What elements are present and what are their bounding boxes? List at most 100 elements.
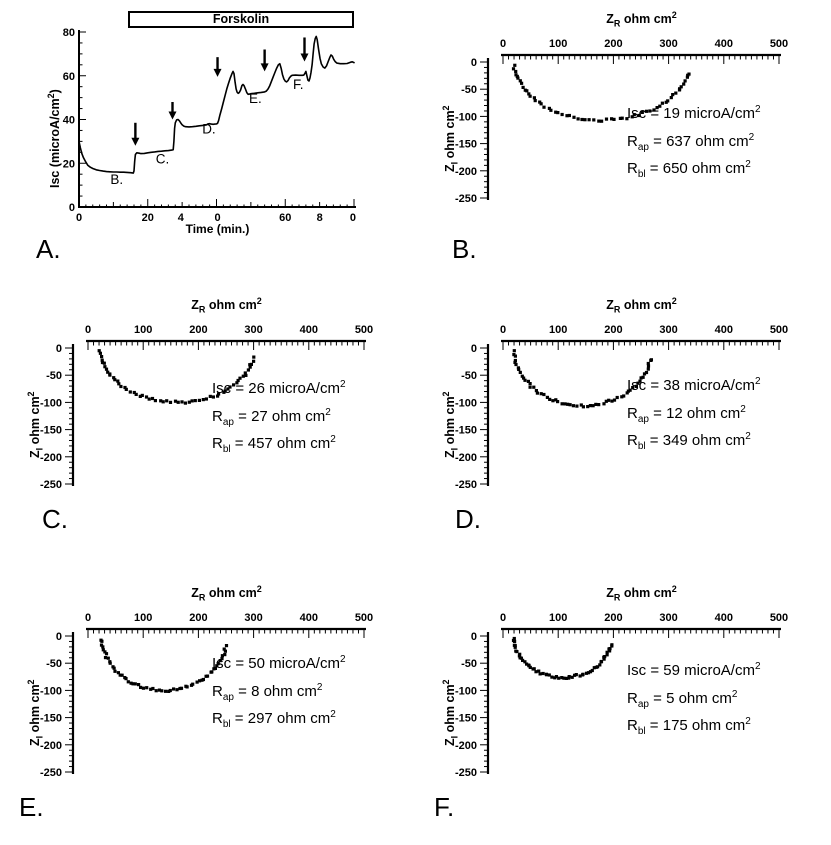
- data-point: [567, 113, 571, 118]
- data-point: [513, 354, 517, 358]
- data-point: [535, 391, 539, 395]
- y-tick-label: -150: [455, 425, 477, 437]
- data-point: [528, 94, 532, 98]
- y-tick-label: -250: [455, 193, 477, 205]
- isc-readout: Isc = 26 microA/cm2: [212, 379, 346, 397]
- data-point: [618, 116, 622, 120]
- data-point: [185, 685, 189, 689]
- data-point: [201, 398, 205, 402]
- data-point: [144, 395, 149, 399]
- data-point: [101, 645, 105, 649]
- x-tick-label: 0: [500, 612, 506, 624]
- panel-d-impedance-readouts: Isc = 38 microA/cm2 Rap = 12 ohm cm2 Rbl…: [627, 376, 761, 459]
- x-tick-label: 60: [279, 212, 291, 224]
- panel-c-x-axis-title: ZR ohm cm2: [191, 296, 262, 315]
- data-point: [520, 81, 524, 85]
- data-point: [175, 688, 179, 692]
- data-point: [574, 673, 578, 677]
- panel-f-letter: F.: [434, 792, 455, 822]
- rap-readout: Rap = 27 ohm cm2: [212, 406, 331, 428]
- data-point: [562, 676, 566, 680]
- data-point: [554, 398, 558, 402]
- data-point: [224, 644, 229, 648]
- x-tick-label: 400: [300, 324, 318, 336]
- data-point: [124, 677, 128, 681]
- data-point: [648, 109, 652, 113]
- data-point: [131, 682, 135, 686]
- data-point: [547, 106, 551, 110]
- data-point: [630, 115, 634, 119]
- curve-point-label: F.: [293, 77, 304, 92]
- data-point: [222, 647, 226, 651]
- data-point: [137, 683, 141, 687]
- data-point: [190, 399, 194, 403]
- y-tick-label: -150: [40, 425, 62, 437]
- data-point: [252, 359, 256, 363]
- data-point: [218, 659, 222, 663]
- data-point: [108, 373, 112, 377]
- data-point: [195, 680, 199, 684]
- data-point: [625, 391, 629, 395]
- data-point: [106, 370, 110, 374]
- panel-c-plot: 0 100 200 300 400 500 0 -50 -100 -150 -200 -250: [40, 324, 373, 491]
- data-point: [687, 72, 691, 76]
- data-point: [560, 402, 564, 406]
- data-point: [138, 394, 142, 398]
- data-point: [581, 672, 585, 676]
- data-point: [228, 385, 232, 389]
- data-point: [610, 117, 614, 121]
- data-point: [532, 667, 536, 671]
- forskolin-treatment-bar: Forskolin: [128, 11, 354, 28]
- panel-b-impedance-readouts: Isc = 19 microA/cm2 Rap = 637 ohm cm2 Rb…: [627, 104, 761, 187]
- x-tick-label: 500: [355, 324, 373, 336]
- data-point: [521, 85, 525, 89]
- data-point: [518, 370, 522, 374]
- data-point: [106, 656, 110, 660]
- panel-d: 0 100 200 300 400 500 0 -50 -100 -150 -200 -250 ZR …: [415, 286, 831, 544]
- data-point: [513, 645, 517, 649]
- data-point: [645, 109, 649, 113]
- x-tick-label: 100: [134, 612, 152, 624]
- data-point: [564, 676, 568, 680]
- data-point: [172, 687, 176, 691]
- y-tick-label: -100: [40, 397, 62, 409]
- panel-d-x-axis-title: ZR ohm cm2: [606, 296, 677, 315]
- data-point: [581, 405, 585, 409]
- x-tick-label: 0: [350, 212, 356, 224]
- data-point: [527, 92, 531, 96]
- x-tick-label: 0: [76, 212, 82, 224]
- data-point: [248, 365, 252, 369]
- x-tick-label: 300: [659, 38, 677, 50]
- data-point: [241, 374, 245, 378]
- data-point: [215, 664, 219, 668]
- y-tick-label: 0: [56, 631, 62, 643]
- data-point: [639, 376, 643, 380]
- curve-point-label: B.: [110, 172, 123, 187]
- data-point: [641, 375, 645, 379]
- down-arrow-head: [300, 53, 309, 62]
- data-point: [205, 674, 210, 678]
- data-point: [512, 349, 516, 353]
- isc-readout: Isc = 19 microA/cm2: [627, 104, 761, 122]
- data-point: [154, 689, 158, 693]
- data-point: [116, 379, 120, 383]
- x-tick-label: 0: [500, 324, 506, 336]
- data-point: [554, 110, 558, 114]
- data-point: [98, 351, 102, 355]
- data-point: [588, 404, 592, 408]
- data-point: [520, 374, 524, 378]
- data-point: [100, 360, 105, 365]
- data-point: [102, 361, 106, 365]
- panel-f-y-axis-label: ZI ohm cm2: [441, 679, 460, 746]
- data-point: [513, 63, 517, 67]
- impedance-arc-points: [511, 63, 691, 123]
- panel-a: 0 20 4 0 60 8 0 0 20 40 60 80 B. C. D. E. F. Forskolin I…: [0, 0, 415, 272]
- data-point: [217, 392, 221, 396]
- data-point: [129, 681, 133, 685]
- data-point: [123, 385, 127, 390]
- data-point: [519, 656, 523, 660]
- rbl-readout: Rbl = 457 ohm cm2: [212, 434, 336, 455]
- data-point: [193, 399, 197, 403]
- data-point: [140, 393, 144, 397]
- data-point: [515, 74, 519, 78]
